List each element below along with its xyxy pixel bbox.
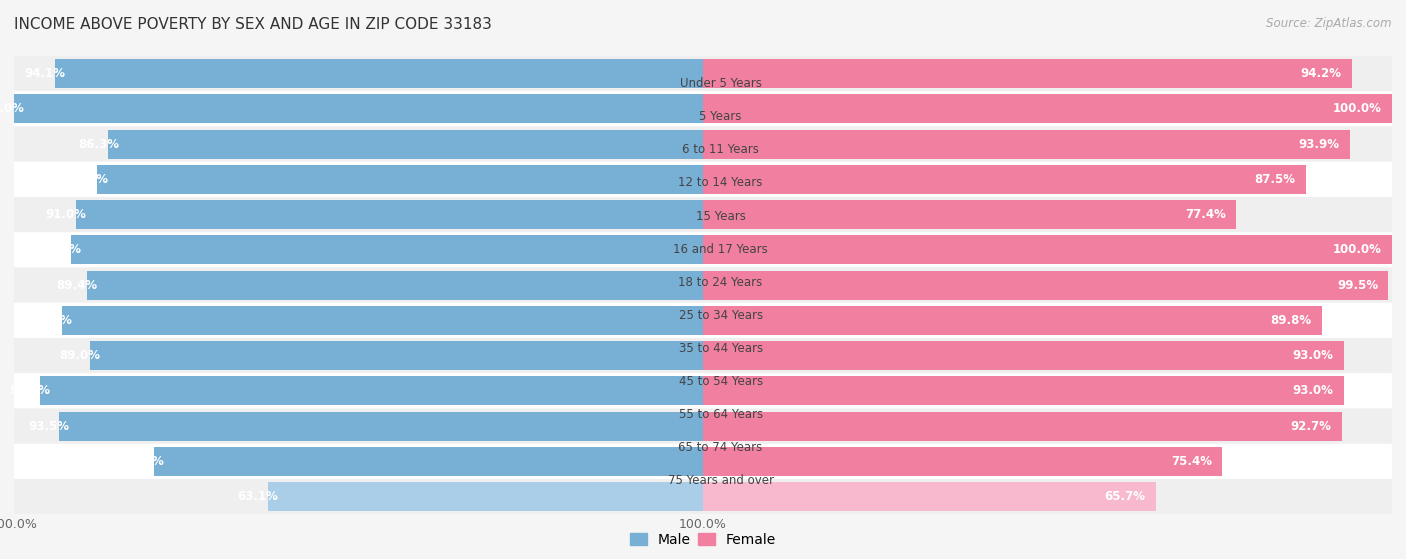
- Bar: [70, 235, 703, 264]
- Text: 25 to 34 Years: 25 to 34 Years: [679, 309, 762, 322]
- Bar: [153, 447, 703, 476]
- Bar: [62, 306, 703, 335]
- Bar: [90, 341, 703, 370]
- FancyBboxPatch shape: [14, 162, 703, 197]
- FancyBboxPatch shape: [703, 56, 1392, 91]
- Bar: [59, 411, 703, 440]
- Text: 89.8%: 89.8%: [1270, 314, 1312, 327]
- Text: 100.0%: 100.0%: [1333, 243, 1382, 257]
- Bar: [55, 59, 703, 88]
- FancyBboxPatch shape: [14, 444, 703, 479]
- Text: 15 Years: 15 Years: [696, 210, 745, 222]
- Text: Under 5 Years: Under 5 Years: [679, 77, 762, 90]
- Text: 63.1%: 63.1%: [238, 490, 278, 503]
- Text: 93.0%: 93.0%: [1292, 385, 1333, 397]
- Text: 16 and 17 Years: 16 and 17 Years: [673, 243, 768, 255]
- Text: 89.4%: 89.4%: [56, 278, 97, 292]
- FancyBboxPatch shape: [703, 479, 1392, 514]
- Text: 65.7%: 65.7%: [1104, 490, 1146, 503]
- Bar: [108, 130, 703, 159]
- Bar: [703, 94, 1392, 123]
- FancyBboxPatch shape: [703, 267, 1392, 303]
- Bar: [703, 271, 1389, 300]
- Bar: [703, 130, 1350, 159]
- Bar: [97, 165, 703, 194]
- FancyBboxPatch shape: [14, 267, 703, 303]
- Text: 87.5%: 87.5%: [1254, 173, 1295, 186]
- Bar: [703, 165, 1306, 194]
- FancyBboxPatch shape: [14, 338, 703, 373]
- FancyBboxPatch shape: [14, 232, 703, 267]
- FancyBboxPatch shape: [703, 232, 1392, 267]
- Text: 94.2%: 94.2%: [1301, 67, 1341, 80]
- Bar: [703, 235, 1392, 264]
- Bar: [703, 200, 1236, 229]
- Text: 87.9%: 87.9%: [66, 173, 108, 186]
- Text: 45 to 54 Years: 45 to 54 Years: [679, 375, 762, 388]
- Text: 93.5%: 93.5%: [28, 420, 69, 433]
- FancyBboxPatch shape: [14, 126, 703, 162]
- Bar: [14, 94, 703, 123]
- Bar: [76, 200, 703, 229]
- Text: 93.9%: 93.9%: [1299, 138, 1340, 150]
- Legend: Male, Female: Male, Female: [624, 527, 782, 552]
- Text: Source: ZipAtlas.com: Source: ZipAtlas.com: [1267, 17, 1392, 30]
- FancyBboxPatch shape: [703, 303, 1392, 338]
- Bar: [703, 306, 1322, 335]
- Text: 93.1%: 93.1%: [31, 314, 72, 327]
- Bar: [703, 447, 1222, 476]
- Text: 91.8%: 91.8%: [39, 243, 82, 257]
- Text: INCOME ABOVE POVERTY BY SEX AND AGE IN ZIP CODE 33183: INCOME ABOVE POVERTY BY SEX AND AGE IN Z…: [14, 17, 492, 32]
- FancyBboxPatch shape: [14, 479, 703, 514]
- FancyBboxPatch shape: [14, 303, 703, 338]
- Text: 77.4%: 77.4%: [1185, 208, 1226, 221]
- Text: 86.3%: 86.3%: [77, 138, 118, 150]
- FancyBboxPatch shape: [703, 162, 1392, 197]
- Bar: [703, 411, 1341, 440]
- Bar: [703, 482, 1156, 511]
- Bar: [703, 341, 1344, 370]
- FancyBboxPatch shape: [14, 197, 703, 232]
- Text: 92.7%: 92.7%: [1291, 420, 1331, 433]
- Text: 18 to 24 Years: 18 to 24 Years: [679, 276, 762, 289]
- Text: 65 to 74 Years: 65 to 74 Years: [679, 442, 762, 454]
- Bar: [703, 59, 1353, 88]
- Text: 5 Years: 5 Years: [699, 110, 742, 123]
- FancyBboxPatch shape: [703, 409, 1392, 444]
- Text: 12 to 14 Years: 12 to 14 Years: [678, 177, 763, 190]
- FancyBboxPatch shape: [703, 338, 1392, 373]
- FancyBboxPatch shape: [703, 197, 1392, 232]
- Text: 91.0%: 91.0%: [45, 208, 86, 221]
- FancyBboxPatch shape: [14, 409, 703, 444]
- FancyBboxPatch shape: [703, 373, 1392, 409]
- FancyBboxPatch shape: [14, 91, 703, 126]
- FancyBboxPatch shape: [703, 444, 1392, 479]
- Text: 6 to 11 Years: 6 to 11 Years: [682, 143, 759, 157]
- Bar: [87, 271, 703, 300]
- Text: 93.0%: 93.0%: [1292, 349, 1333, 362]
- Text: 100.0%: 100.0%: [0, 102, 24, 115]
- Text: 99.5%: 99.5%: [1337, 278, 1378, 292]
- FancyBboxPatch shape: [14, 373, 703, 409]
- Text: 89.0%: 89.0%: [59, 349, 100, 362]
- Text: 75 Years and over: 75 Years and over: [668, 475, 773, 487]
- FancyBboxPatch shape: [14, 56, 703, 91]
- Bar: [39, 376, 703, 405]
- Text: 79.7%: 79.7%: [124, 455, 165, 468]
- Text: 100.0%: 100.0%: [1333, 102, 1382, 115]
- Text: 94.1%: 94.1%: [24, 67, 65, 80]
- Text: 55 to 64 Years: 55 to 64 Years: [679, 408, 762, 421]
- Bar: [269, 482, 703, 511]
- FancyBboxPatch shape: [703, 126, 1392, 162]
- Bar: [703, 376, 1344, 405]
- Text: 35 to 44 Years: 35 to 44 Years: [679, 342, 762, 355]
- Text: 96.3%: 96.3%: [8, 385, 49, 397]
- FancyBboxPatch shape: [703, 91, 1392, 126]
- Text: 75.4%: 75.4%: [1171, 455, 1212, 468]
